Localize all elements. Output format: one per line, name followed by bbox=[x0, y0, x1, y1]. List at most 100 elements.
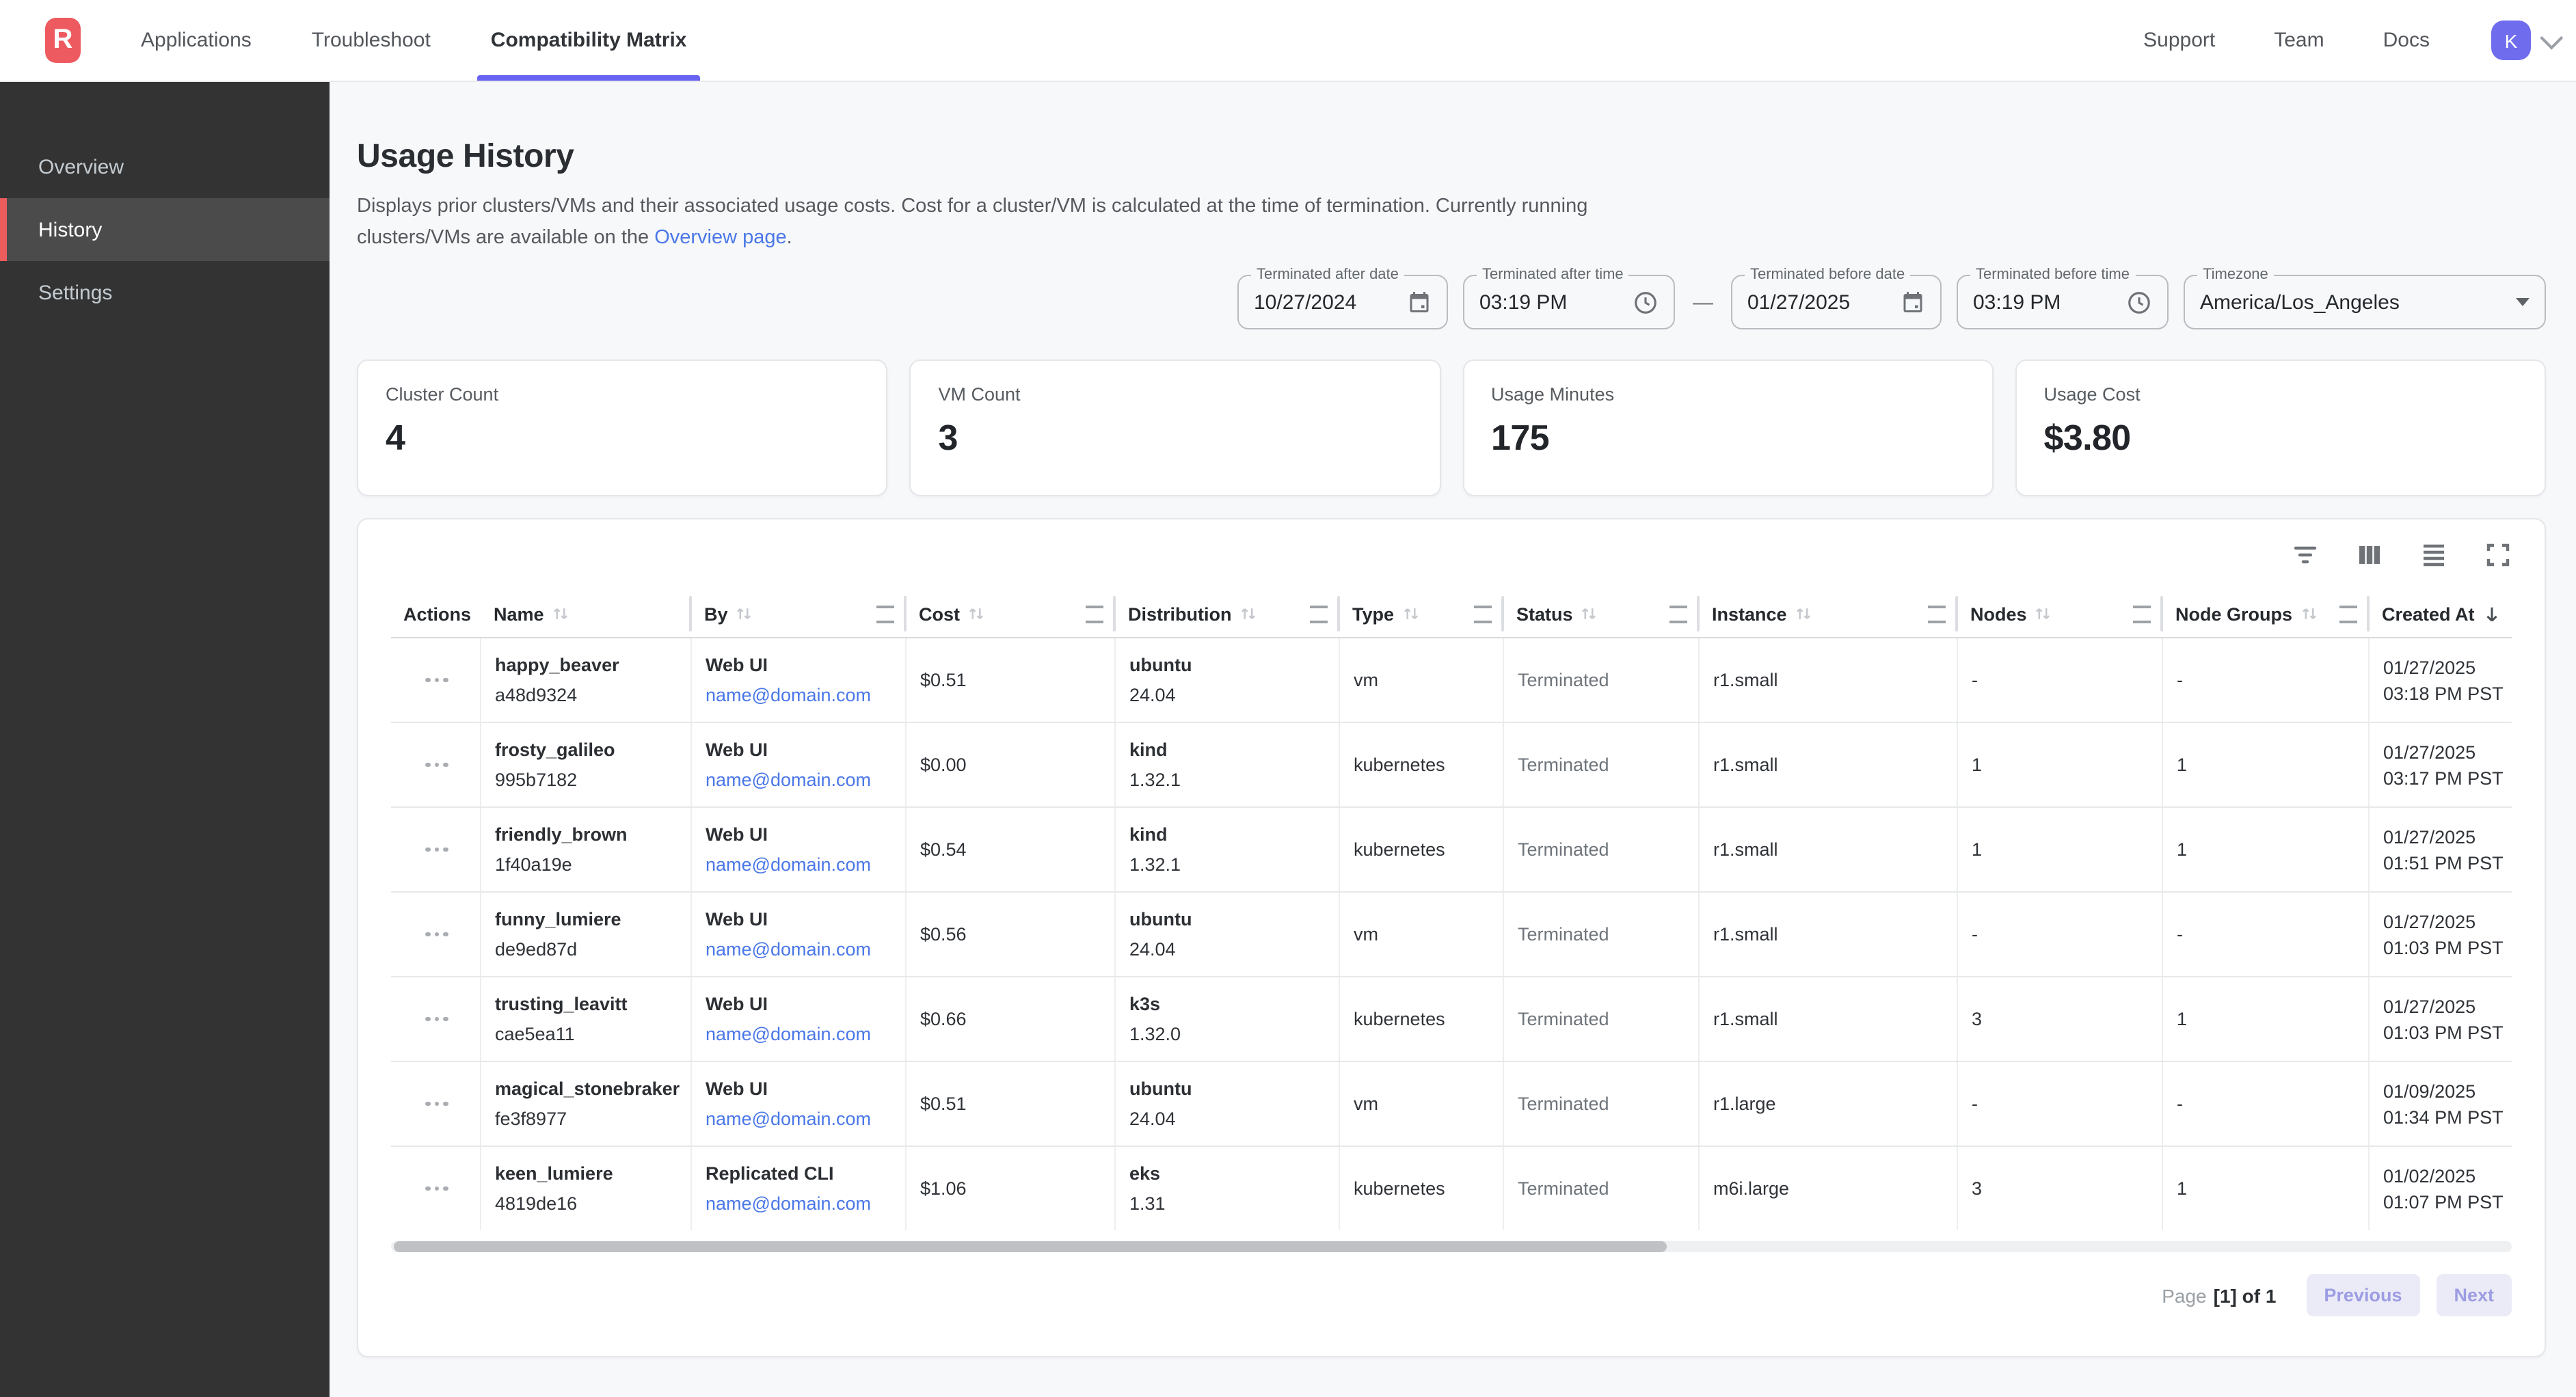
distribution-version: 1.32.0 bbox=[1129, 1024, 1181, 1044]
column-separator[interactable] bbox=[2160, 596, 2163, 632]
created-by-email-link[interactable]: name@domain.com bbox=[706, 685, 872, 705]
usage-table-card: Actions Name By bbox=[357, 518, 2546, 1357]
created-by-source: Web UI bbox=[706, 655, 768, 675]
overview-page-link[interactable]: Overview page bbox=[654, 226, 787, 248]
row-actions-button[interactable] bbox=[423, 755, 451, 776]
timezone-select[interactable]: Timezone America/Los_Angeles bbox=[2184, 267, 2546, 329]
sort-icon[interactable] bbox=[1580, 604, 1599, 623]
terminated-before-date-value[interactable]: 01/27/2025 bbox=[1747, 290, 1851, 314]
sort-icon[interactable] bbox=[551, 604, 570, 623]
column-header-node-groups[interactable]: Node Groups bbox=[2163, 591, 2370, 637]
column-separator[interactable] bbox=[1501, 596, 1504, 632]
sort-icon[interactable] bbox=[1401, 604, 1420, 623]
terminated-before-time-value[interactable]: 03:19 PM bbox=[1973, 290, 2061, 314]
avatar[interactable]: K bbox=[2491, 21, 2531, 60]
column-separator[interactable] bbox=[689, 596, 692, 632]
distribution-version: 24.04 bbox=[1129, 939, 1176, 960]
row-actions-button[interactable] bbox=[423, 670, 451, 691]
scrollbar-thumb[interactable] bbox=[394, 1241, 1667, 1252]
sort-icon[interactable] bbox=[735, 604, 754, 623]
calendar-icon[interactable] bbox=[1407, 290, 1432, 314]
terminated-after-date-value[interactable]: 10/27/2024 bbox=[1254, 290, 1357, 314]
column-header-distribution[interactable]: Distribution bbox=[1116, 591, 1340, 637]
sort-icon[interactable] bbox=[1239, 604, 1258, 623]
row-actions-button[interactable] bbox=[423, 1178, 451, 1199]
created-time: 03:18 PM PST bbox=[2383, 683, 2504, 703]
column-menu-icon[interactable] bbox=[876, 605, 894, 623]
column-header-type[interactable]: Type bbox=[1340, 591, 1504, 637]
clock-icon[interactable] bbox=[2126, 289, 2152, 315]
cluster-id: cae5ea11 bbox=[495, 1024, 575, 1044]
column-header-instance[interactable]: Instance bbox=[1700, 591, 1958, 637]
created-by-email-link[interactable]: name@domain.com bbox=[706, 854, 872, 875]
column-separator[interactable] bbox=[1955, 596, 1958, 632]
filter-icon[interactable] bbox=[2292, 541, 2319, 569]
sort-icon[interactable] bbox=[2034, 604, 2053, 623]
columns-icon[interactable] bbox=[2356, 541, 2383, 569]
table-row: frosty_galileo 995b7182 Web UI name@domain… bbox=[391, 723, 2512, 808]
sidebar-item-overview[interactable]: Overview bbox=[38, 155, 124, 178]
status-cell: Terminated bbox=[1504, 638, 1700, 722]
clock-icon[interactable] bbox=[1633, 289, 1659, 315]
primary-nav: Applications Troubleshoot Compatibility … bbox=[138, 0, 701, 81]
column-separator[interactable] bbox=[904, 596, 907, 632]
distribution-version: 1.32.1 bbox=[1129, 770, 1181, 790]
fullscreen-icon[interactable] bbox=[2484, 541, 2512, 569]
previous-page-button[interactable]: Previous bbox=[2306, 1274, 2420, 1316]
column-separator[interactable] bbox=[1337, 596, 1340, 632]
next-page-button[interactable]: Next bbox=[2436, 1274, 2512, 1316]
created-by-email-link[interactable]: name@domain.com bbox=[706, 770, 872, 790]
terminated-before-time-field[interactable]: Terminated before time 03:19 PM bbox=[1957, 267, 2169, 329]
column-separator[interactable] bbox=[2367, 596, 2370, 632]
nav-item-applications[interactable]: Applications bbox=[141, 29, 252, 52]
nav-item-compatibility-matrix[interactable]: Compatibility Matrix bbox=[477, 0, 701, 81]
row-actions-button[interactable] bbox=[423, 924, 451, 945]
column-menu-icon[interactable] bbox=[1474, 605, 1492, 623]
column-header-created-at[interactable]: Created At bbox=[2370, 591, 2512, 637]
column-menu-icon[interactable] bbox=[2133, 605, 2151, 623]
terminated-before-date-field[interactable]: Terminated before date 01/27/2025 bbox=[1731, 267, 1942, 329]
account-menu[interactable]: K bbox=[2491, 21, 2564, 60]
page-value: [1] of 1 bbox=[2213, 1284, 2277, 1306]
terminated-after-date-field[interactable]: Terminated after date 10/27/2024 bbox=[1237, 267, 1448, 329]
terminated-after-time-field[interactable]: Terminated after time 03:19 PM bbox=[1463, 267, 1675, 329]
calendar-icon[interactable] bbox=[1901, 290, 1925, 314]
created-by-email-link[interactable]: name@domain.com bbox=[706, 939, 872, 960]
column-menu-icon[interactable] bbox=[1086, 605, 1103, 623]
column-menu-icon[interactable] bbox=[1928, 605, 1946, 623]
row-actions-button[interactable] bbox=[423, 839, 451, 860]
sidebar-item-settings[interactable]: Settings bbox=[38, 281, 113, 304]
terminated-after-time-value[interactable]: 03:19 PM bbox=[1479, 290, 1568, 314]
column-header-cost[interactable]: Cost bbox=[907, 591, 1116, 637]
timezone-value[interactable]: America/Los_Angeles bbox=[2200, 290, 2400, 314]
column-separator[interactable] bbox=[1113, 596, 1116, 632]
sidebar-item-history[interactable]: History bbox=[0, 198, 330, 261]
column-label: By bbox=[704, 603, 728, 624]
sort-icon[interactable] bbox=[967, 604, 986, 623]
created-date: 01/09/2025 bbox=[2383, 1081, 2476, 1101]
horizontal-scrollbar[interactable] bbox=[391, 1241, 2512, 1252]
column-menu-icon[interactable] bbox=[2339, 605, 2357, 623]
nav-link-team[interactable]: Team bbox=[2274, 29, 2324, 52]
nav-link-support[interactable]: Support bbox=[2143, 29, 2216, 52]
created-by-email-link[interactable]: name@domain.com bbox=[706, 1109, 872, 1129]
row-actions-button[interactable] bbox=[423, 1009, 451, 1030]
column-separator[interactable] bbox=[1697, 596, 1700, 632]
sort-icon[interactable] bbox=[2299, 604, 2318, 623]
created-by-email-link[interactable]: name@domain.com bbox=[706, 1024, 872, 1044]
column-header-status[interactable]: Status bbox=[1504, 591, 1700, 637]
nav-link-docs[interactable]: Docs bbox=[2383, 29, 2430, 52]
density-icon[interactable] bbox=[2420, 541, 2447, 569]
column-menu-icon[interactable] bbox=[1669, 605, 1687, 623]
column-header-name[interactable]: Name bbox=[481, 591, 692, 637]
column-header-nodes[interactable]: Nodes bbox=[1958, 591, 2163, 637]
type-cell: kubernetes bbox=[1340, 977, 1504, 1061]
column-header-by[interactable]: By bbox=[692, 591, 907, 637]
column-menu-icon[interactable] bbox=[1310, 605, 1328, 623]
nav-item-troubleshoot[interactable]: Troubleshoot bbox=[311, 29, 431, 52]
created-by-email-link[interactable]: name@domain.com bbox=[706, 1193, 872, 1214]
row-actions-button[interactable] bbox=[423, 1094, 451, 1115]
sort-desc-icon[interactable] bbox=[2482, 603, 2502, 624]
replicated-logo-icon[interactable]: R bbox=[45, 18, 81, 63]
sort-icon[interactable] bbox=[1794, 604, 1813, 623]
